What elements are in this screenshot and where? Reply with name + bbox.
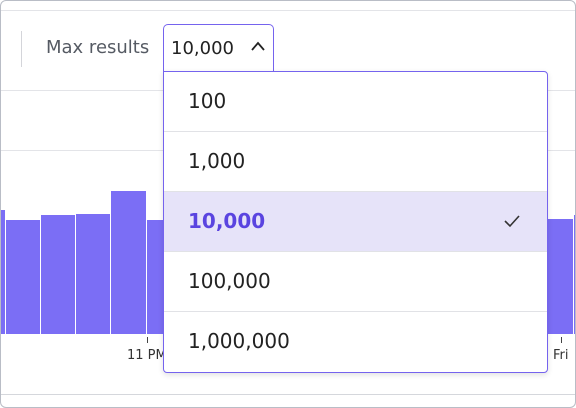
dropdown-button[interactable]: 10,000 — [163, 24, 274, 72]
dropdown-option[interactable]: 100 — [164, 72, 547, 132]
histogram-bar — [574, 215, 575, 334]
histogram-bar — [147, 220, 164, 334]
option-label: 10,000 — [188, 209, 266, 233]
histogram-bar — [41, 215, 75, 334]
divider — [1, 394, 575, 395]
chevron-up — [251, 41, 265, 51]
field-label: Max results — [46, 37, 150, 58]
selected-value: 10,000 — [171, 38, 234, 59]
histogram-bar — [76, 214, 110, 334]
histogram-bar — [6, 220, 40, 334]
axis-label: Fri — [553, 348, 569, 363]
histogram-bar — [111, 191, 146, 334]
checkmark — [504, 215, 520, 228]
divider — [1, 10, 575, 11]
axis-tick — [147, 337, 148, 343]
dropdown-option[interactable]: 10,000 — [164, 192, 547, 252]
dropdown-option[interactable]: 1,000,000 — [164, 312, 547, 372]
separator — [21, 31, 22, 67]
option-label: 1,000 — [188, 149, 246, 173]
option-label: 1,000,000 — [188, 329, 290, 353]
histogram-bar — [1, 210, 5, 334]
axis-label: 11 PM — [127, 348, 167, 363]
axis-tick — [561, 337, 562, 343]
option-label: 100 — [188, 89, 227, 113]
dropdown-option[interactable]: 1,000 — [164, 132, 547, 192]
option-label: 100,000 — [188, 269, 271, 293]
histogram-bar — [548, 219, 573, 334]
dropdown-menu: 100 1,000 10,000 100,000 1,000,000 — [163, 71, 548, 373]
dropdown-option[interactable]: 100,000 — [164, 252, 547, 312]
